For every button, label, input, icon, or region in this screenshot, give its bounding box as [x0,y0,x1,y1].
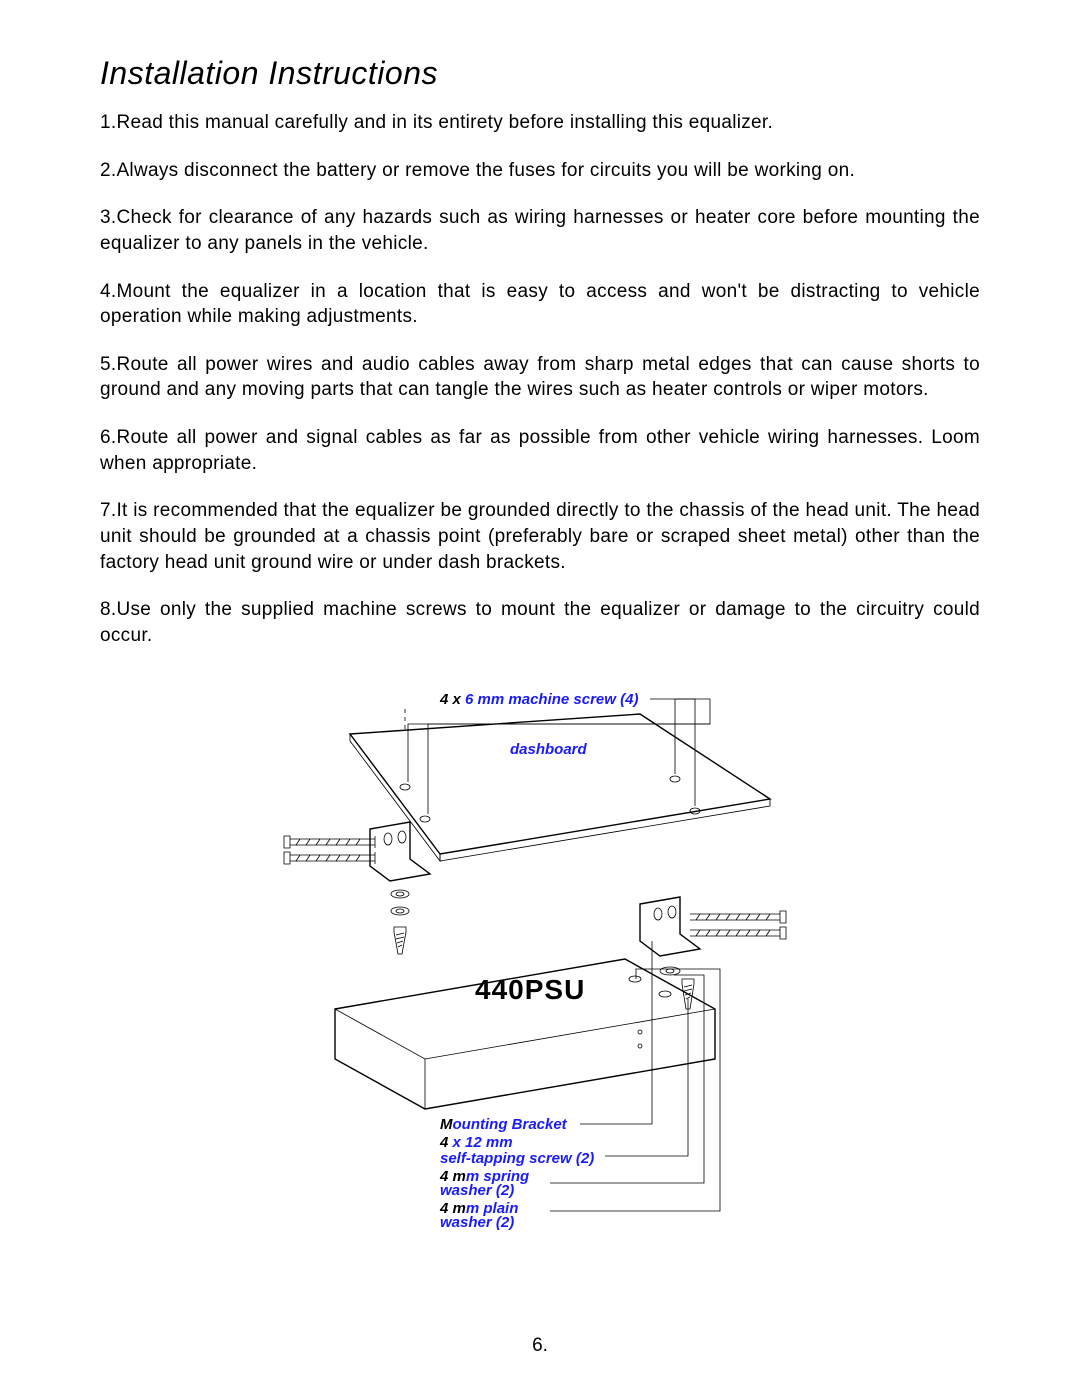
page-number: 6. [0,1335,1080,1357]
step-1: 1.Read this manual carefully and in its … [100,110,980,136]
step-2: 2.Always disconnect the battery or remov… [100,158,980,184]
model-label: 440PSU [475,974,585,1005]
step-4: 4.Mount the equalizer in a location that… [100,279,980,330]
callout-plain-2: washer (2) [440,1214,514,1231]
step-5: 5.Route all power wires and audio cables… [100,352,980,403]
callout-spring-2: washer (2) [440,1182,514,1199]
installation-diagram: 440PSU 4 x 4 x 6 mm machine screw (4) da… [280,679,800,1239]
step-3: 3.Check for clearance of any hazards suc… [100,205,980,256]
callout-selftap-2: self-tapping screw (2) [440,1150,594,1167]
callout-dashboard: dashboard [510,741,588,758]
page-title: Installation Instructions [100,55,980,92]
callout-machine-screw-full: 4 x 6 mm machine screw (4) [439,691,638,708]
diagram-container: 440PSU 4 x 4 x 6 mm machine screw (4) da… [100,679,980,1244]
step-7: 7.It is recommended that the equalizer b… [100,498,980,575]
step-6: 6.Route all power and signal cables as f… [100,425,980,476]
page: Installation Instructions 1.Read this ma… [0,0,1080,1397]
step-8: 8.Use only the supplied machine screws t… [100,597,980,648]
